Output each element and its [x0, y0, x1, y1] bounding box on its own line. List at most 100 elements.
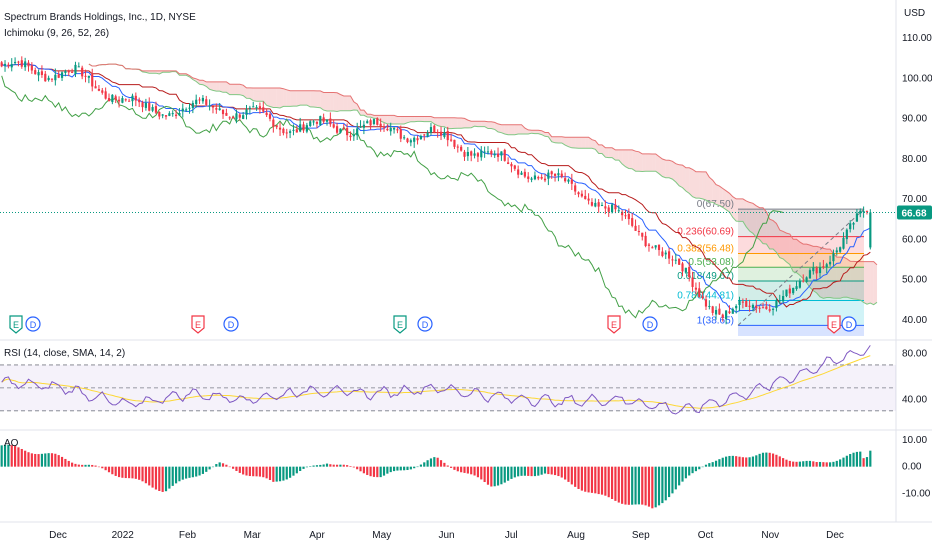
ao-bar: [718, 459, 721, 467]
candle: [446, 126, 449, 147]
cloud-segment: [266, 87, 270, 107]
ichimoku-cloud: [88, 64, 878, 305]
ao-bar: [849, 454, 852, 467]
ao-bar: [64, 458, 67, 467]
cloud-segment: [665, 160, 670, 178]
earnings-event[interactable]: E: [827, 315, 841, 334]
candle: [47, 75, 50, 82]
cloud-segment: [263, 87, 267, 106]
candle: [94, 80, 97, 89]
candle: [97, 84, 101, 92]
dividend-event[interactable]: D: [642, 316, 658, 332]
candle: [104, 87, 107, 100]
earnings-event[interactable]: E: [393, 315, 407, 334]
ao-bar: [493, 466, 496, 487]
candle: [852, 221, 855, 230]
cloud-segment: [545, 132, 549, 137]
earnings-event[interactable]: E: [9, 315, 23, 334]
candle: [755, 300, 758, 313]
price-tick-label: 60.00: [902, 234, 927, 245]
ao-bar: [312, 465, 315, 467]
ao-bar: [714, 460, 718, 467]
ao-bar: [97, 466, 101, 468]
candle: [758, 306, 761, 313]
cloud-segment: [323, 92, 327, 112]
candle: [195, 94, 198, 108]
cloud-segment: [763, 207, 767, 245]
cloud-segment: [303, 90, 307, 106]
ao-bar: [30, 453, 33, 467]
candle: [751, 303, 755, 312]
candle: [557, 168, 560, 182]
ao-bar: [761, 452, 765, 467]
ao-bar: [50, 453, 54, 467]
ao-bar: [755, 455, 758, 467]
ao-bar: [818, 461, 822, 467]
price-tick-label: 70.00: [902, 194, 927, 205]
ao-bar: [694, 466, 698, 472]
ao-bar: [443, 462, 446, 467]
candle: [483, 146, 486, 158]
dividend-event[interactable]: D: [841, 316, 857, 332]
ao-bar: [369, 466, 372, 477]
candle: [450, 133, 453, 142]
candle: [111, 94, 114, 105]
ao-bar: [657, 466, 661, 506]
dividend-event[interactable]: D: [417, 316, 433, 332]
ao-bar: [245, 466, 248, 476]
candle: [644, 231, 647, 248]
svg-text:E: E: [611, 320, 617, 330]
candle: [510, 162, 513, 173]
ao-bar: [144, 466, 147, 484]
dividend-event[interactable]: D: [25, 316, 41, 332]
ao-bar: [647, 466, 651, 507]
cloud-segment: [571, 137, 576, 148]
chart-title: Spectrum Brands Holdings, Inc., 1D, NYSE: [4, 12, 196, 23]
ao-bar: [560, 466, 563, 478]
ao-bar: [570, 466, 573, 485]
candle: [657, 244, 661, 256]
candle: [668, 247, 671, 265]
candle: [245, 104, 248, 120]
ao-bar: [711, 462, 714, 467]
candle: [543, 174, 547, 183]
candle: [718, 303, 721, 315]
candle: [319, 115, 322, 126]
ao-bar: [523, 466, 526, 476]
ao-bar: [664, 466, 667, 501]
cloud-segment: [404, 116, 408, 124]
ao-bar: [795, 461, 798, 467]
candle: [808, 268, 812, 279]
ao-bar: [684, 466, 687, 479]
candle: [392, 126, 396, 134]
ao-bar: [788, 460, 791, 467]
ao-bar: [191, 466, 194, 478]
dividend-event[interactable]: D: [223, 316, 239, 332]
price-tick-label: 90.00: [902, 114, 927, 125]
ao-label: AO: [4, 438, 19, 449]
ao-bar: [382, 466, 386, 476]
ao-bar: [661, 466, 664, 504]
cloud-segment: [692, 169, 696, 199]
ao-bar: [688, 466, 691, 476]
cloud-segment: [300, 90, 304, 106]
candle: [480, 146, 483, 161]
ao-bar: [0, 445, 3, 467]
ao-bar: [104, 466, 107, 471]
candle: [600, 202, 604, 207]
ao-bar: [24, 450, 27, 467]
candle: [453, 139, 456, 150]
cloud-segment: [360, 110, 364, 116]
earnings-event[interactable]: E: [607, 315, 621, 334]
candle: [587, 193, 590, 205]
candle: [577, 191, 580, 198]
candle: [352, 129, 355, 141]
cloud-segment: [407, 116, 411, 123]
earnings-event[interactable]: E: [191, 315, 205, 334]
candle: [362, 120, 365, 135]
fib-level-label: 1(38.65): [697, 315, 734, 326]
ao-bar: [758, 453, 761, 467]
candle: [64, 69, 67, 77]
ao-bar: [27, 452, 30, 467]
